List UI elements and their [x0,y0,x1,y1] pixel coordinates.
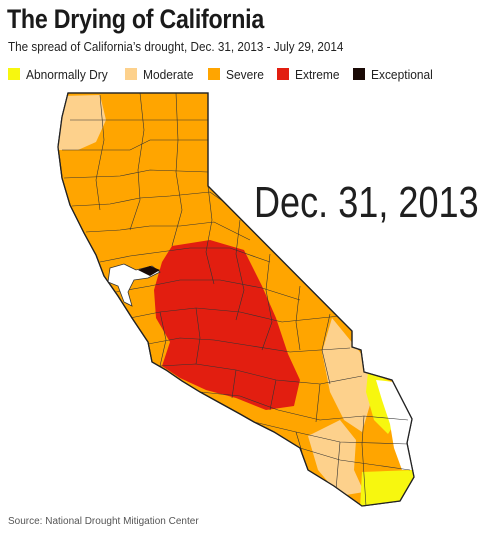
map-svg [57,92,415,507]
legend-item-exceptional: Exceptional [353,67,438,82]
legend-item-severe: Severe [207,66,267,82]
county-boundaries [62,93,411,506]
legend-swatch [207,68,220,80]
moderate-region-north [58,95,106,150]
moderate-region-south [308,420,364,496]
legend-label: Abnormally Dry [26,66,108,82]
legend: Abnormally Dry Moderate Severe Extreme E… [8,66,449,82]
page-subtitle: The spread of California’s drought, Dec.… [8,39,344,54]
legend-label: Exceptional [371,66,434,82]
legend-swatch [276,68,289,80]
no-drought-region [376,380,414,470]
legend-label: Extreme [294,66,340,82]
extreme-region [154,240,300,410]
legend-swatch [8,68,20,80]
legend-label: Severe [225,66,264,82]
legend-swatch [124,68,137,80]
source-note: Source: National Drought Mitigation Cent… [8,516,199,527]
map-date-label: Dec. 31, 2013 [254,178,479,227]
legend-label: Moderate [142,66,194,82]
legend-item-moderate: Moderate [124,66,198,82]
page-title: The Drying of California [7,4,264,34]
california-drought-map [0,84,500,514]
sf-bay-delta [138,266,160,276]
legend-item-abnormally-dry: Abnormally Dry [8,67,115,82]
legend-swatch [353,68,366,80]
legend-item-extreme: Extreme [276,66,343,82]
moderate-region-east [322,318,372,432]
state-border [57,92,415,507]
